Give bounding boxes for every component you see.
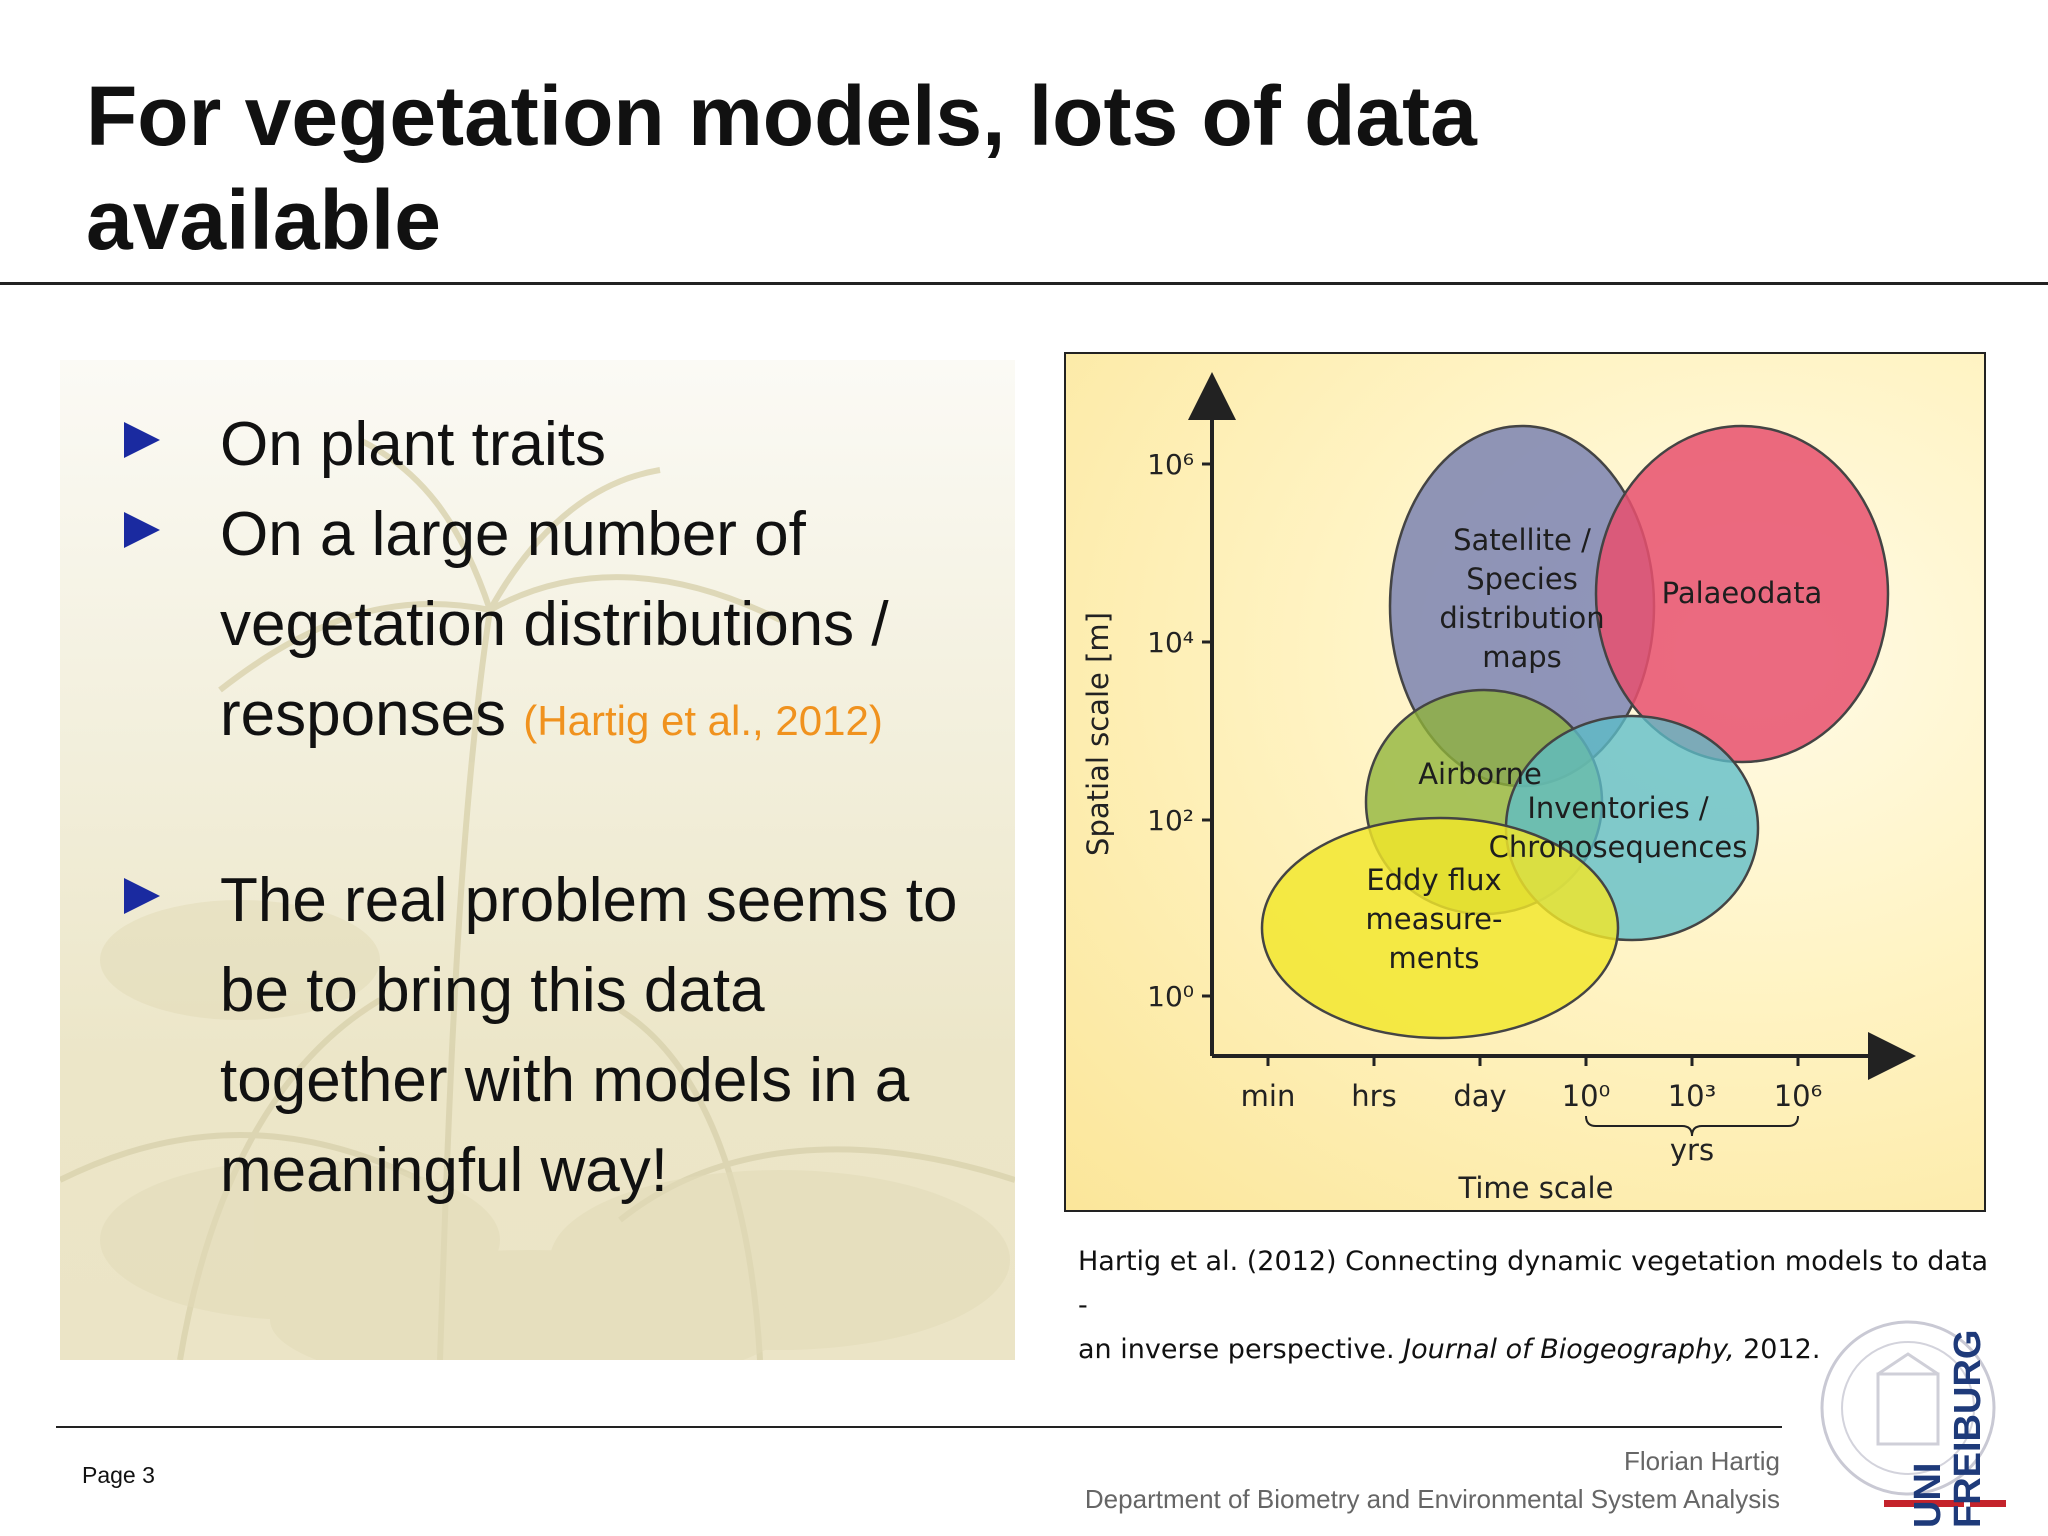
region-label: Species [1466,562,1578,596]
bullet-arrow-icon [124,512,160,548]
page-number: Page 3 [82,1462,155,1488]
caption-line-1: Hartig et al. (2012) Connecting dynamic … [1078,1246,1989,1321]
y-tick-label: 10² [1147,804,1194,837]
region-label: Satellite / [1453,523,1591,557]
region-label: Eddy flux [1366,863,1501,897]
region-label: Chronosequences [1489,830,1748,864]
slide-title: For vegetation models, lots of data avai… [86,69,1477,267]
region-label: Airborne [1418,757,1542,791]
y-tick-label: 10⁶ [1147,448,1194,481]
title-divider [0,282,2048,285]
bullet-text: The real problem seems to be to bring th… [220,866,958,1205]
figure-caption: Hartig et al. (2012) Connecting dynamic … [1078,1240,1998,1372]
footer-author: Florian Hartig [1623,1446,1780,1476]
university-logo: UNI FREIBURG [1820,1308,2020,1528]
x-tick-label: 10⁰ [1562,1079,1611,1113]
svg-text:UNI: UNI [1907,1463,1949,1528]
bullet-arrow-icon [124,878,160,914]
x-axis-label: Time scale [1458,1171,1614,1205]
x-tick-label: 10⁶ [1774,1079,1823,1113]
region-label: measure- [1366,902,1503,936]
x-tick-label: 10³ [1668,1079,1717,1113]
journal-name: Journal of Biogeography, [1403,1334,1735,1365]
x-tick-label: hrs [1351,1079,1396,1113]
footer-department: Department of Biometry and Environmental… [1084,1484,1780,1514]
university-seal-icon [1820,1320,1996,1496]
bullet-arrow-icon [124,422,160,458]
y-axis-label: Spatial scale [m] [1081,612,1115,856]
x-tick-label: day [1453,1079,1506,1113]
region-label: Palaeodata [1662,576,1823,610]
x-brace-label: yrs [1670,1133,1714,1167]
y-tick-label: 10⁰ [1147,980,1194,1013]
bullet-item: On plant traits [120,400,1000,490]
region-label: Inventories / [1527,791,1709,825]
region-label: maps [1482,640,1562,674]
x-tick-label: min [1241,1079,1296,1113]
bullet-item: On a large number of vegetation distribu… [120,490,1000,766]
bullet-list: On plant traits On a large number of veg… [120,400,1000,1216]
caption-line-2: an inverse perspective. Journal of Bioge… [1078,1334,1821,1365]
footer-divider [56,1426,1782,1428]
region-eddy-flux [1260,816,1620,1040]
svg-text:FREIBURG: FREIBURG [1947,1330,1989,1528]
y-tick-label: 10⁴ [1147,626,1194,659]
region-label: ments [1389,941,1480,975]
region-palaeodata [1594,424,1890,764]
bullet-text: On plant traits [220,410,606,479]
bullet-item: The real problem seems to be to bring th… [120,856,1000,1216]
scale-diagram: 10⁶ 10⁴ 10² 10⁰ min hrs day 10⁰ 10³ 10⁶ … [1064,352,1986,1212]
bullet-text: On a large number of vegetation distribu… [220,500,889,749]
years-brace [1585,1115,1799,1137]
citation-link[interactable]: (Hartig et al., 2012) [523,697,883,744]
botanical-background-image [60,360,1015,1360]
region-label: distribution [1439,601,1604,635]
